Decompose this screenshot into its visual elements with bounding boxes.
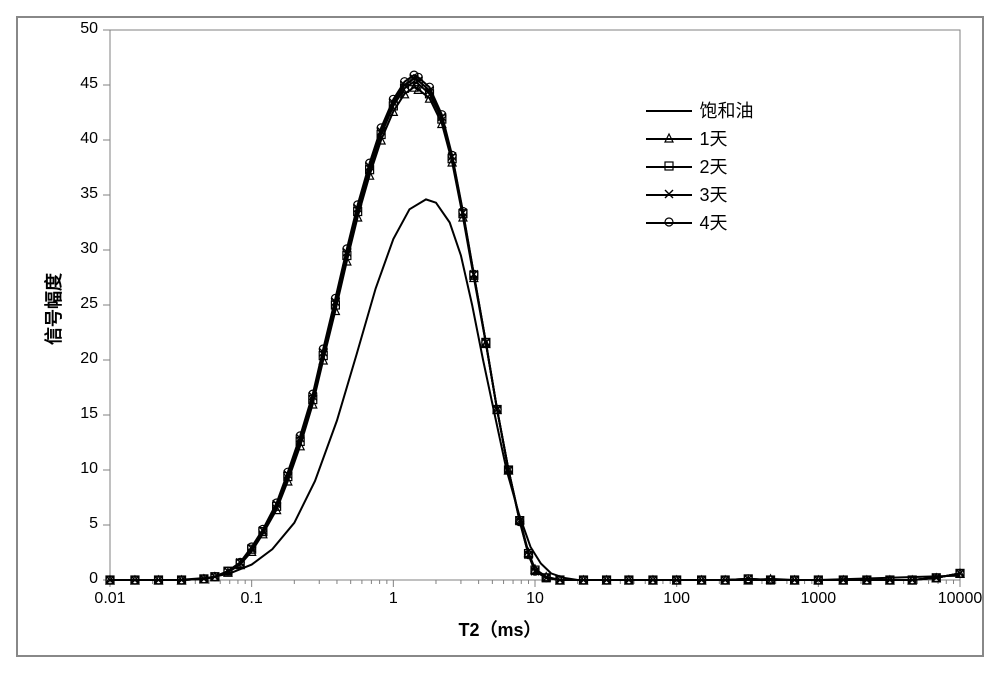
y-axis-label: 信号幅度	[40, 273, 66, 345]
legend-label: 4天	[700, 209, 728, 235]
y-tick-label: 5	[89, 515, 98, 533]
x-axis-label: T2（ms）	[0, 616, 1000, 642]
x-tick-label: 1000	[788, 590, 848, 608]
legend: 饱和油1天2天3天4天	[646, 96, 754, 236]
x-tick-label: 1	[363, 590, 423, 608]
legend-swatch	[646, 184, 692, 204]
legend-swatch	[646, 128, 692, 148]
legend-swatch	[646, 156, 692, 176]
y-tick-label: 25	[80, 295, 98, 313]
legend-label: 3天	[700, 181, 728, 207]
y-tick-label: 35	[80, 185, 98, 203]
chart-frame: T2（ms） 信号幅度 饱和油1天2天3天4天 0.010.1110100100…	[0, 0, 1000, 673]
y-tick-label: 10	[80, 460, 98, 478]
legend-label: 2天	[700, 153, 728, 179]
legend-swatch	[646, 100, 692, 120]
x-tick-label: 100	[647, 590, 707, 608]
chart-svg	[0, 0, 1000, 673]
x-tick-label: 10	[505, 590, 565, 608]
y-tick-label: 0	[89, 570, 98, 588]
legend-item: 1天	[646, 124, 754, 152]
legend-item: 饱和油	[646, 96, 754, 124]
legend-swatch	[646, 212, 692, 232]
y-tick-label: 15	[80, 405, 98, 423]
legend-label: 饱和油	[700, 97, 754, 123]
legend-item: 2天	[646, 152, 754, 180]
y-tick-label: 50	[80, 20, 98, 38]
x-tick-label: 0.1	[222, 590, 282, 608]
y-tick-label: 30	[80, 240, 98, 258]
legend-item: 3天	[646, 180, 754, 208]
y-tick-label: 45	[80, 75, 98, 93]
legend-item: 4天	[646, 208, 754, 236]
x-tick-label: 0.01	[80, 590, 140, 608]
x-tick-label: 10000	[930, 590, 990, 608]
y-tick-label: 20	[80, 350, 98, 368]
legend-label: 1天	[700, 125, 728, 151]
y-tick-label: 40	[80, 130, 98, 148]
